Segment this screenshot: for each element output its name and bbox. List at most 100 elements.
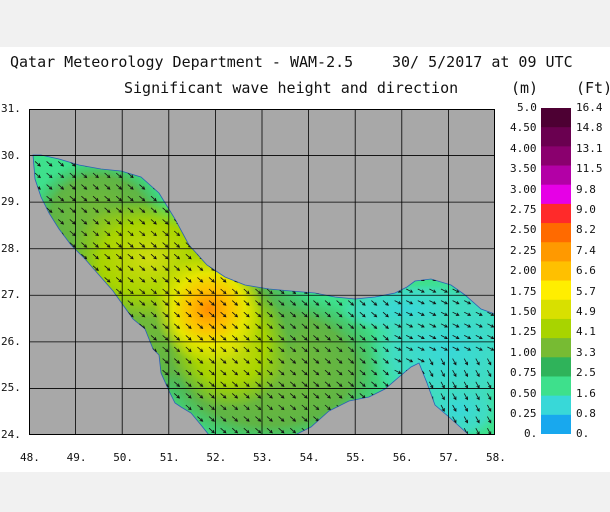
wave-arrow bbox=[289, 358, 297, 364]
wave-arrow bbox=[359, 311, 366, 318]
wave-arrow bbox=[266, 369, 273, 376]
wave-arrow bbox=[92, 242, 99, 248]
wave-arrow bbox=[394, 300, 402, 305]
wave-arrow bbox=[278, 381, 285, 387]
wave-arrow bbox=[185, 323, 192, 329]
wave-arrow bbox=[231, 393, 239, 399]
wave-arrow bbox=[208, 404, 215, 411]
wave-arrow bbox=[324, 335, 331, 341]
wave-arrow bbox=[69, 230, 76, 237]
wave-arrow bbox=[162, 277, 169, 283]
wave-arrow bbox=[46, 172, 53, 179]
wave-arrow bbox=[255, 427, 262, 434]
wave-arrow bbox=[173, 323, 181, 329]
wave-arrow bbox=[127, 219, 134, 225]
wave-arrow bbox=[173, 253, 181, 260]
wave-arrow bbox=[440, 335, 448, 340]
legend-label-ft: 7.4 bbox=[576, 243, 596, 257]
wave-arrow bbox=[69, 207, 76, 213]
wave-arrow bbox=[220, 335, 227, 341]
wave-arrow bbox=[139, 230, 146, 237]
wave-arrow bbox=[475, 404, 480, 412]
wave-arrow bbox=[255, 393, 262, 399]
wave-arrow bbox=[394, 323, 402, 328]
wave-arrow bbox=[162, 323, 169, 329]
wave-arrow bbox=[382, 335, 389, 341]
longitude-label: 50. bbox=[113, 451, 134, 464]
wave-arrow bbox=[289, 416, 297, 422]
wave-arrow bbox=[266, 393, 273, 399]
legend-label-ft: 4.9 bbox=[576, 305, 596, 318]
wave-arrow bbox=[464, 300, 472, 305]
wave-arrow bbox=[208, 323, 215, 329]
wave-arrow bbox=[359, 381, 366, 387]
wave-arrow bbox=[417, 300, 425, 305]
wave-arrow bbox=[324, 404, 331, 411]
wave-arrow bbox=[139, 277, 146, 283]
title-line1: Qatar Meteorology Department - WAM-2.5 bbox=[10, 53, 354, 71]
wave-arrow bbox=[139, 219, 146, 225]
wave-arrow bbox=[440, 404, 445, 412]
wave-arrow bbox=[127, 230, 134, 237]
wave-arrow bbox=[81, 242, 88, 248]
legend-label-m: 2.75 bbox=[510, 203, 537, 216]
wave-arrow bbox=[371, 346, 378, 353]
latitude-label: 24. bbox=[1, 428, 21, 441]
wave-arrow bbox=[464, 346, 472, 351]
wave-arrow bbox=[173, 369, 181, 376]
wave-arrow bbox=[197, 335, 204, 341]
wave-arrow bbox=[69, 184, 76, 190]
wave-arrow bbox=[429, 288, 437, 293]
wave-arrow bbox=[371, 358, 378, 364]
wave-arrow bbox=[255, 358, 262, 364]
wave-arrow bbox=[185, 393, 192, 399]
wave-arrow bbox=[150, 207, 157, 213]
wave-arrow bbox=[197, 265, 204, 271]
wave-arrow bbox=[243, 335, 250, 341]
wave-arrow bbox=[185, 277, 192, 283]
wave-arrow bbox=[406, 323, 414, 328]
wave-arrow bbox=[255, 288, 262, 295]
wave-arrow bbox=[243, 404, 250, 411]
wave-arrow bbox=[301, 369, 308, 376]
wave-arrow bbox=[440, 311, 448, 316]
wave-arrow bbox=[127, 207, 134, 213]
wave-arrow bbox=[289, 335, 297, 341]
wave-arrow bbox=[220, 300, 227, 306]
wave-arrow bbox=[406, 288, 414, 293]
wave-arrow bbox=[313, 381, 320, 387]
wave-arrow bbox=[255, 323, 262, 329]
latitude-label: 29. bbox=[1, 195, 21, 209]
wave-arrow bbox=[266, 323, 273, 329]
longitude-label: 54. bbox=[299, 451, 320, 464]
wave-arrow bbox=[208, 335, 215, 341]
wave-arrow bbox=[347, 381, 355, 387]
wave-arrow bbox=[440, 381, 445, 389]
wave-arrow bbox=[266, 300, 273, 306]
legend-swatch bbox=[541, 203, 571, 224]
wave-arrow bbox=[382, 300, 389, 306]
wave-arrow bbox=[301, 381, 308, 387]
wave-arrow bbox=[278, 346, 285, 353]
wave-arrow bbox=[208, 358, 215, 364]
wave-arrow bbox=[324, 300, 331, 306]
wave-arrow bbox=[185, 288, 192, 295]
legend-swatch bbox=[541, 261, 571, 282]
wave-arrow bbox=[359, 323, 366, 329]
latitude-label: 30. bbox=[1, 148, 21, 162]
wave-arrow bbox=[336, 358, 343, 364]
wave-arrow bbox=[394, 369, 402, 374]
wave-arrow bbox=[255, 335, 262, 341]
wave-arrow bbox=[382, 323, 389, 329]
wave-arrow bbox=[278, 393, 285, 399]
wave-arrow bbox=[150, 323, 157, 329]
wave-arrow bbox=[336, 335, 343, 341]
wave-arrow bbox=[406, 358, 414, 363]
wave-arrow bbox=[475, 416, 480, 424]
wave-arrow bbox=[475, 311, 483, 316]
wave-arrow bbox=[289, 300, 297, 306]
wave-arrow bbox=[208, 346, 215, 353]
wave-arrow bbox=[197, 416, 204, 422]
wave-arrow bbox=[139, 242, 146, 248]
wave-arrow bbox=[359, 369, 366, 376]
